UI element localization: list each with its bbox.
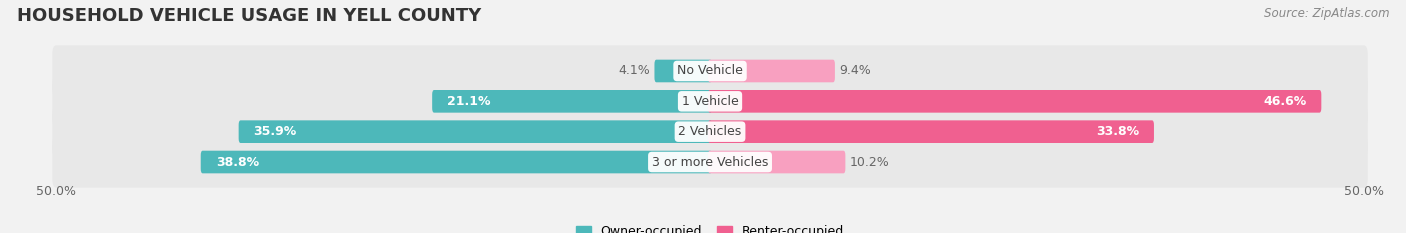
Text: 1 Vehicle: 1 Vehicle	[682, 95, 738, 108]
FancyBboxPatch shape	[709, 120, 1154, 143]
Text: 33.8%: 33.8%	[1095, 125, 1139, 138]
FancyBboxPatch shape	[52, 45, 1368, 97]
FancyBboxPatch shape	[654, 60, 711, 82]
FancyBboxPatch shape	[709, 90, 1322, 113]
Text: HOUSEHOLD VEHICLE USAGE IN YELL COUNTY: HOUSEHOLD VEHICLE USAGE IN YELL COUNTY	[17, 7, 481, 25]
Text: 4.1%: 4.1%	[619, 65, 650, 78]
FancyBboxPatch shape	[52, 106, 1368, 157]
Text: No Vehicle: No Vehicle	[678, 65, 742, 78]
Text: 46.6%: 46.6%	[1263, 95, 1306, 108]
Text: 10.2%: 10.2%	[851, 155, 890, 168]
FancyBboxPatch shape	[52, 136, 1368, 188]
Text: 38.8%: 38.8%	[215, 155, 259, 168]
FancyBboxPatch shape	[201, 151, 711, 173]
Text: 2 Vehicles: 2 Vehicles	[679, 125, 741, 138]
Text: Source: ZipAtlas.com: Source: ZipAtlas.com	[1264, 7, 1389, 20]
Legend: Owner-occupied, Renter-occupied: Owner-occupied, Renter-occupied	[571, 220, 849, 233]
Text: 35.9%: 35.9%	[253, 125, 297, 138]
Text: 3 or more Vehicles: 3 or more Vehicles	[652, 155, 768, 168]
FancyBboxPatch shape	[709, 60, 835, 82]
FancyBboxPatch shape	[239, 120, 711, 143]
FancyBboxPatch shape	[709, 151, 845, 173]
Text: 9.4%: 9.4%	[839, 65, 872, 78]
FancyBboxPatch shape	[432, 90, 711, 113]
Text: 21.1%: 21.1%	[447, 95, 491, 108]
FancyBboxPatch shape	[52, 76, 1368, 127]
